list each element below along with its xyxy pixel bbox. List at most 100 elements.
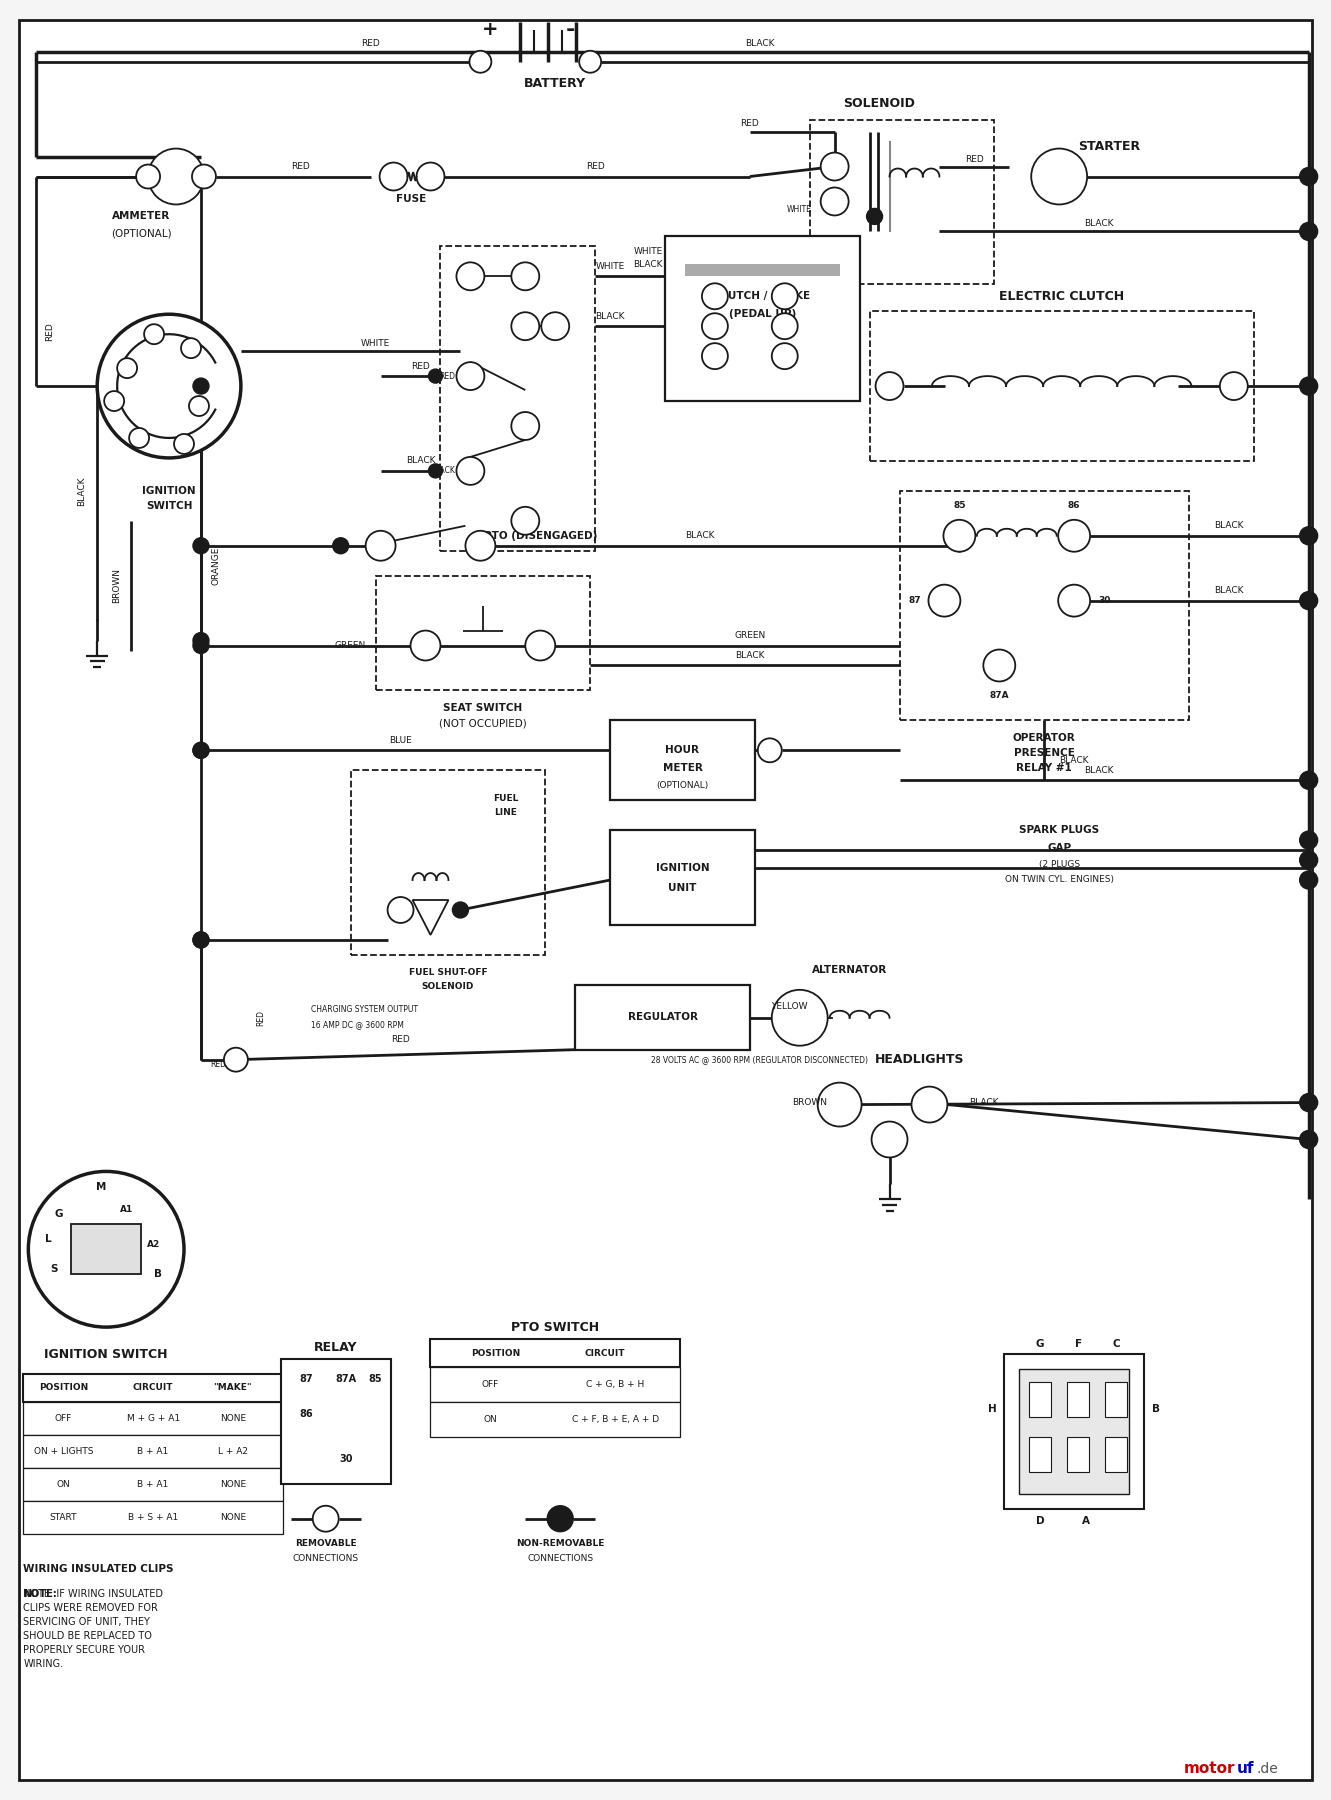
- Circle shape: [511, 311, 539, 340]
- Text: BLACK: BLACK: [430, 466, 455, 475]
- Text: ON: ON: [56, 1480, 71, 1489]
- Text: IGNITION: IGNITION: [656, 862, 709, 873]
- Text: BLACK: BLACK: [77, 477, 85, 506]
- Text: C + G, B + H: C + G, B + H: [586, 1381, 644, 1390]
- Text: H: H: [988, 1404, 997, 1415]
- Text: A: A: [1082, 1516, 1090, 1526]
- Circle shape: [28, 1172, 184, 1327]
- Text: (OPTIONAL): (OPTIONAL): [110, 229, 172, 238]
- Text: STARTER: STARTER: [1078, 140, 1141, 153]
- Circle shape: [453, 902, 469, 918]
- Text: CHARGING SYSTEM OUTPUT: CHARGING SYSTEM OUTPUT: [310, 1004, 418, 1013]
- Text: FUSE: FUSE: [397, 194, 427, 205]
- Text: SEAT SWITCH: SEAT SWITCH: [443, 704, 523, 713]
- Text: FUEL SHUT-OFF: FUEL SHUT-OFF: [409, 968, 487, 977]
- Circle shape: [104, 391, 124, 410]
- Text: E: E: [522, 421, 530, 430]
- Text: RED: RED: [740, 119, 759, 128]
- Circle shape: [1299, 851, 1318, 869]
- Circle shape: [701, 283, 728, 310]
- Circle shape: [944, 520, 976, 553]
- Text: BLACK: BLACK: [1085, 765, 1114, 774]
- Bar: [610, 830, 755, 925]
- Text: POSITION: POSITION: [39, 1384, 88, 1393]
- Text: WHITE: WHITE: [634, 247, 663, 256]
- Text: BLACK: BLACK: [685, 531, 715, 540]
- Text: BLACK: BLACK: [595, 311, 624, 320]
- Text: ON TWIN CYL. ENGINES): ON TWIN CYL. ENGINES): [1005, 875, 1114, 884]
- Circle shape: [866, 209, 882, 225]
- Text: CLUTCH / BRAKE: CLUTCH / BRAKE: [715, 292, 811, 301]
- Circle shape: [772, 990, 828, 1046]
- Circle shape: [97, 315, 241, 457]
- Circle shape: [417, 162, 445, 191]
- Circle shape: [429, 464, 442, 477]
- Circle shape: [1032, 149, 1087, 205]
- Text: LINE: LINE: [494, 808, 516, 817]
- Text: G: G: [55, 1210, 63, 1219]
- Text: B: B: [124, 364, 132, 373]
- Circle shape: [1299, 871, 1318, 889]
- Text: 30: 30: [339, 1454, 353, 1463]
- Circle shape: [193, 378, 209, 394]
- Circle shape: [1299, 592, 1318, 610]
- Text: M + G + A1: M + G + A1: [126, 1415, 180, 1424]
- Text: GREEN: GREEN: [735, 632, 765, 641]
- Circle shape: [136, 164, 160, 189]
- Text: ALTERNATOR: ALTERNATOR: [812, 965, 888, 976]
- Text: RED: RED: [965, 155, 984, 164]
- Text: (OPTIONAL): (OPTIONAL): [656, 781, 708, 790]
- Circle shape: [772, 283, 797, 310]
- Circle shape: [1219, 373, 1247, 400]
- Text: G: G: [110, 396, 118, 407]
- Text: BLACK: BLACK: [634, 259, 663, 268]
- Bar: [1029, 1382, 1051, 1417]
- Text: WHITE: WHITE: [361, 338, 390, 347]
- Bar: [809, 119, 994, 284]
- Text: SOLENOID: SOLENOID: [844, 97, 916, 110]
- Text: BATTERY: BATTERY: [524, 77, 586, 90]
- Circle shape: [193, 632, 209, 648]
- Circle shape: [1299, 167, 1318, 185]
- Circle shape: [193, 932, 209, 949]
- Circle shape: [912, 1087, 948, 1123]
- Text: 87A: 87A: [335, 1373, 357, 1384]
- Text: NONE: NONE: [220, 1512, 246, 1521]
- Text: OFF: OFF: [55, 1415, 72, 1424]
- Text: B + A1: B + A1: [137, 1447, 169, 1456]
- Circle shape: [757, 738, 781, 761]
- Bar: [869, 311, 1254, 461]
- Text: ORANGE: ORANGE: [212, 547, 221, 585]
- Text: ELECTRIC CLUTCH: ELECTRIC CLUTCH: [1000, 290, 1125, 302]
- Bar: [24, 1402, 282, 1435]
- Text: FUEL: FUEL: [492, 794, 518, 803]
- Text: CIRCUIT: CIRCUIT: [133, 1384, 173, 1393]
- Circle shape: [410, 630, 441, 661]
- Text: RED: RED: [411, 362, 430, 371]
- Text: BLACK: BLACK: [406, 457, 435, 466]
- Circle shape: [1299, 1130, 1318, 1148]
- Circle shape: [1299, 376, 1318, 394]
- Text: RED: RED: [291, 162, 310, 171]
- Text: L: L: [45, 1235, 52, 1244]
- Text: E: E: [1074, 1404, 1082, 1415]
- Text: 85: 85: [369, 1373, 382, 1384]
- Text: CONNECTIONS: CONNECTIONS: [527, 1553, 594, 1562]
- Text: YELLOW: YELLOW: [772, 1003, 808, 1012]
- Text: START: START: [49, 1512, 77, 1521]
- Bar: [1020, 1370, 1129, 1494]
- Circle shape: [1058, 520, 1090, 553]
- Bar: [1005, 1354, 1145, 1508]
- Circle shape: [511, 263, 539, 290]
- Bar: [24, 1501, 282, 1534]
- Text: A2: A2: [148, 1240, 161, 1249]
- Text: .de: .de: [1256, 1762, 1279, 1777]
- Circle shape: [547, 1507, 574, 1532]
- Text: SOLENOID: SOLENOID: [422, 983, 474, 992]
- Text: SWITCH: SWITCH: [146, 500, 192, 511]
- Circle shape: [181, 338, 201, 358]
- Text: METER: METER: [663, 763, 703, 774]
- Circle shape: [526, 630, 555, 661]
- Text: A: A: [466, 466, 475, 475]
- Circle shape: [701, 344, 728, 369]
